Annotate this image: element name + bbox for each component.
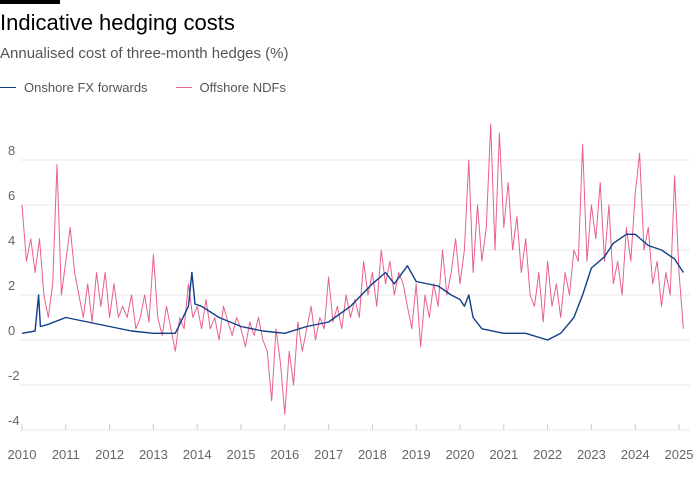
y-tick-label: 2	[8, 278, 15, 293]
x-tick-label: 2013	[139, 447, 168, 462]
legend-item-onshore: Onshore FX forwards	[0, 80, 148, 95]
x-tick-label: 2011	[52, 447, 80, 462]
legend-label-onshore: Onshore FX forwards	[24, 80, 148, 95]
x-tick-label: 2022	[533, 447, 562, 462]
y-tick-label: -2	[8, 368, 20, 383]
chart-title: Indicative hedging costs	[0, 10, 235, 35]
x-tick-label: 2019	[402, 447, 431, 462]
x-tick-label: 2018	[358, 447, 387, 462]
series-line-offshore-ndfs	[21, 123, 684, 415]
legend-item-offshore: Offshore NDFs	[175, 80, 286, 95]
x-tick-label: 2016	[270, 447, 299, 462]
x-tick-label: 2023	[577, 447, 606, 462]
x-tick-label: 2024	[621, 447, 650, 462]
y-tick-label: -4	[8, 413, 20, 428]
x-tick-label: 2017	[314, 447, 343, 462]
x-tick-label: 2025	[665, 447, 694, 462]
chart-subtitle: Annualised cost of three-month hedges (%…	[0, 45, 289, 62]
y-tick-label: 6	[8, 188, 15, 203]
legend: Onshore FX forwards Offshore NDFs	[0, 80, 286, 95]
x-tick-label: 2021	[489, 447, 518, 462]
y-tick-label: 4	[8, 233, 15, 248]
legend-swatch-offshore	[175, 86, 192, 89]
x-tick-label: 2012	[95, 447, 124, 462]
y-tick-label: 0	[8, 323, 15, 338]
y-tick-label: 8	[8, 143, 15, 158]
x-tick-label: 2015	[227, 447, 256, 462]
legend-label-offshore: Offshore NDFs	[199, 80, 286, 95]
brand-bar	[0, 0, 60, 4]
x-tick-label: 2010	[8, 447, 37, 462]
legend-swatch-onshore	[0, 86, 16, 89]
x-tick-label: 2014	[183, 447, 212, 462]
x-tick-label: 2020	[446, 447, 475, 462]
series-line-onshore-fx-forwards	[21, 233, 684, 341]
